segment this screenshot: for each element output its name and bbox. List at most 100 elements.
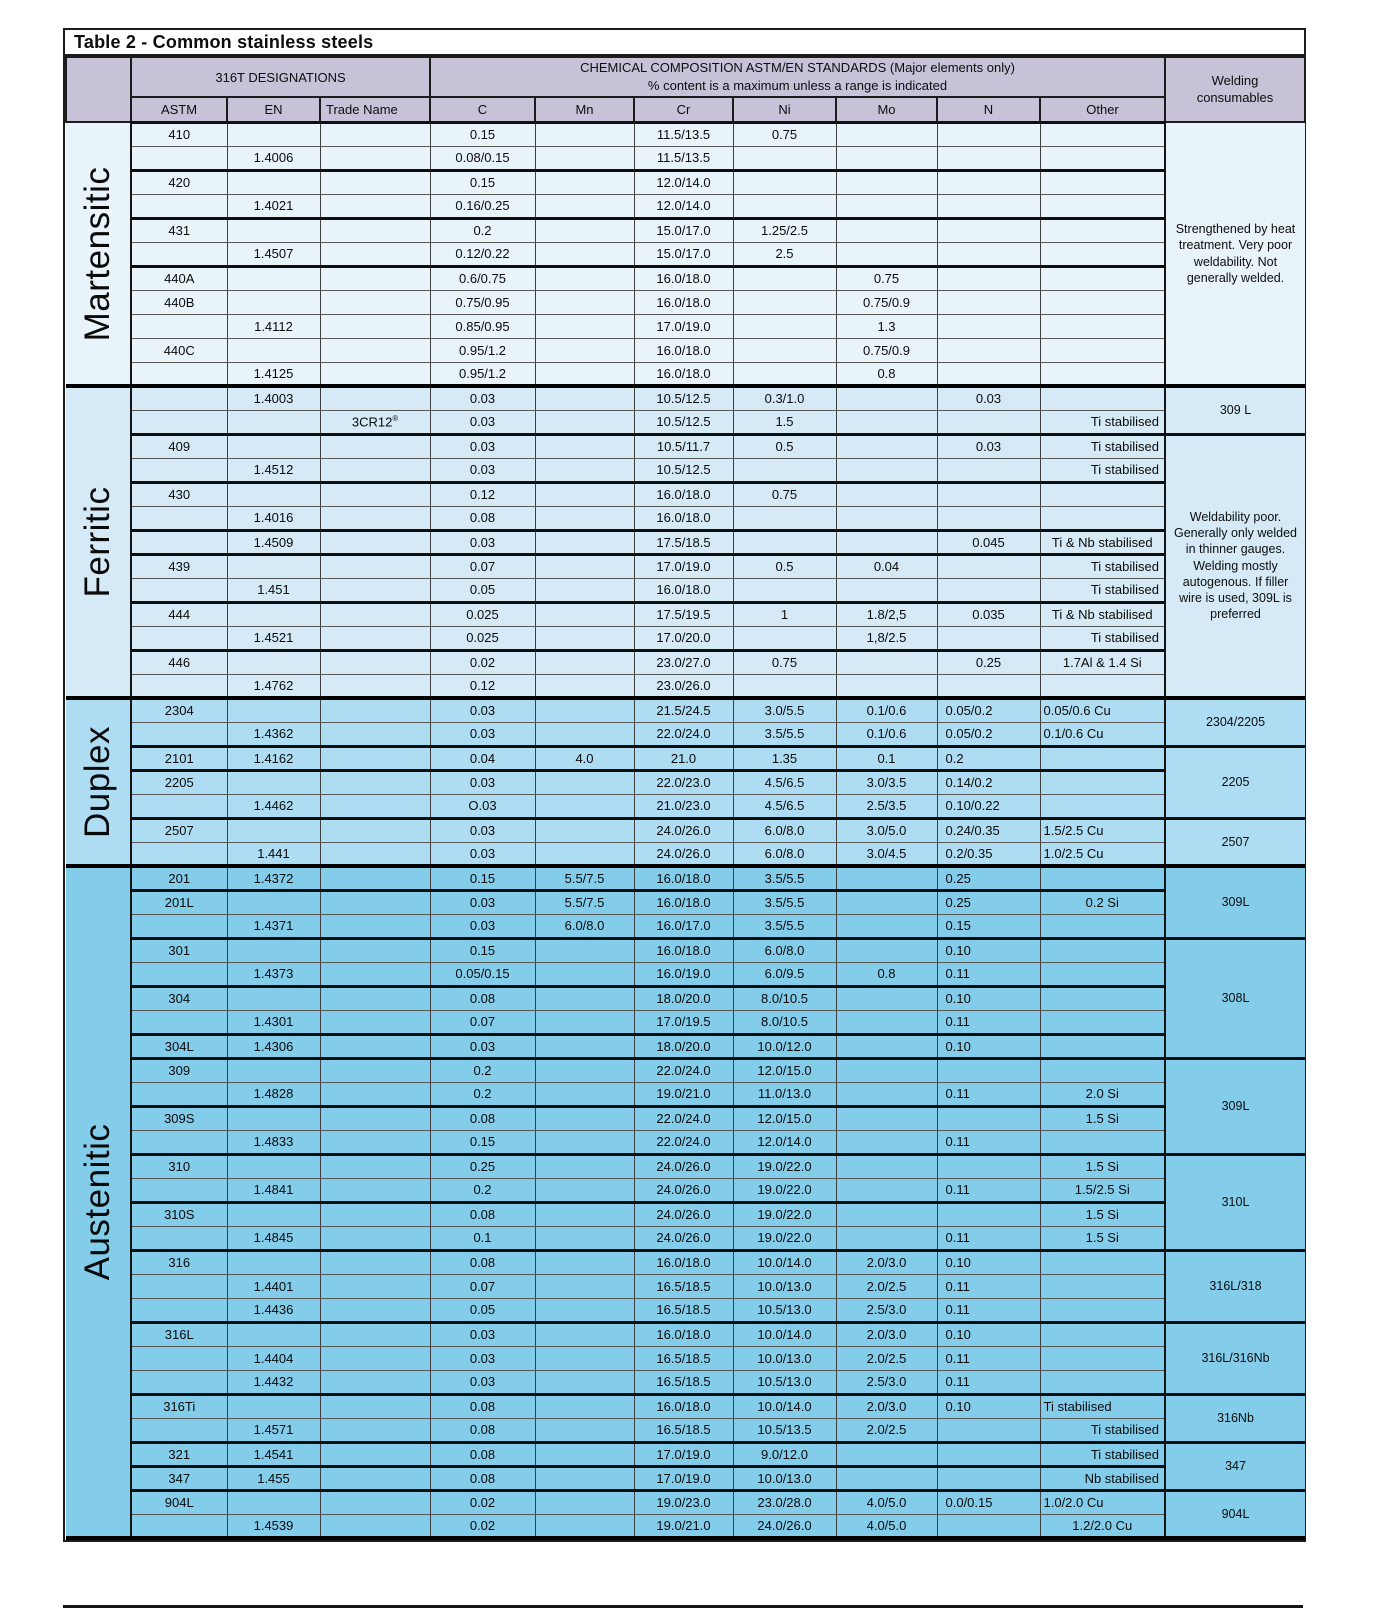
cell-mo	[835, 194, 937, 220]
cell-c: 0.12	[429, 482, 535, 507]
composition-header-line1: CHEMICAL COMPOSITION ASTM/EN STANDARDS (…	[580, 59, 1015, 75]
cell-mo	[835, 1010, 937, 1036]
cell-cr: 16.0/18.0	[633, 578, 733, 604]
cell-mn	[534, 1130, 634, 1156]
cell-mn	[534, 938, 634, 963]
cell-n	[936, 146, 1040, 172]
cell-n	[936, 1442, 1040, 1468]
cell-mo	[835, 938, 937, 963]
cell-en	[226, 482, 320, 507]
cell-other	[1039, 506, 1165, 532]
cell-ni: 1.25/2.5	[732, 218, 836, 243]
welding-consumable-cell: 309L	[1164, 1058, 1305, 1156]
cell-en: 1.4432	[226, 1370, 320, 1396]
cell-n: 0.0/0.15	[936, 1490, 1040, 1515]
cell-ni	[732, 626, 836, 652]
cell-mo	[835, 1466, 937, 1492]
cell-en: 1.4436	[226, 1298, 320, 1324]
cell-mn	[534, 386, 634, 411]
section-label-text: Austenitic	[78, 1123, 117, 1281]
table-row: 446 0.02 23.0/27.0 0.75 0.25 1.7Al & 1.4 Si	[66, 650, 1305, 675]
table-row: 1.4512 0.03 10.5/12.5 Ti stabilised	[66, 458, 1305, 484]
cell-astm	[130, 1130, 227, 1156]
cell-ni: 19.0/22.0	[732, 1154, 836, 1179]
cell-mn	[534, 1154, 634, 1179]
cell-astm	[130, 1514, 227, 1540]
cell-en: 1.4462	[226, 794, 320, 820]
cell-ni: 6.0/9.5	[732, 962, 836, 988]
cell-mn	[534, 1346, 634, 1371]
cell-other	[1039, 674, 1165, 700]
cell-mn	[534, 818, 634, 843]
cell-c: 0.07	[429, 1274, 535, 1299]
cell-mn	[534, 146, 634, 172]
welding-consumable-cell: 347	[1164, 1442, 1305, 1492]
cell-ni	[732, 194, 836, 220]
welding-consumable-cell: 309L	[1164, 866, 1305, 940]
cell-mn	[534, 1442, 634, 1468]
table-row: 1.4112 0.85/0.95 17.0/19.0 1.3	[66, 314, 1305, 339]
cell-mn: 4.0	[534, 746, 634, 772]
cell-en	[226, 554, 320, 579]
cell-cr: 19.0/21.0	[633, 1082, 733, 1108]
cell-c: 0.04	[429, 746, 535, 772]
cell-c: 0.07	[429, 554, 535, 579]
cell-mo: 2.0/3.0	[835, 1322, 937, 1347]
cell-c: 0.25	[429, 1154, 535, 1179]
cell-c: 0.08/0.15	[429, 146, 535, 172]
cell-en	[226, 818, 320, 843]
cell-astm: 440A	[130, 266, 227, 291]
cell-trade-name	[319, 938, 430, 963]
table-row: 440B 0.75/0.95 16.0/18.0 0.75/0.9	[66, 290, 1305, 315]
cell-astm: 321	[130, 1442, 227, 1468]
cell-en	[226, 770, 320, 795]
cell-other	[1039, 482, 1165, 507]
table-row: 3CR12® 0.03 10.5/12.5 1.5 Ti stabilised	[66, 410, 1305, 436]
table-row: 904L 0.02 19.0/23.0 23.0/28.0 4.0/5.0 0.0/0.1…	[66, 1490, 1305, 1540]
cell-cr: 16.0/18.0	[633, 1394, 733, 1419]
cell-mn	[534, 218, 634, 243]
cell-cr: 17.0/19.5	[633, 1010, 733, 1036]
table-row: 1.4436 0.05 16.5/18.5 10.5/13.0 2.5/3.0 0.11	[66, 1298, 1305, 1324]
cell-c: 0.15	[429, 1130, 535, 1156]
cell-other	[1039, 1346, 1165, 1371]
cell-n: 0.10	[936, 938, 1040, 963]
cell-n	[936, 626, 1040, 652]
cell-mo: 2.0/3.0	[835, 1394, 937, 1419]
section-label-text: Duplex	[78, 726, 117, 838]
cell-cr: 16.5/18.5	[633, 1370, 733, 1396]
cell-ni: 4.5/6.5	[732, 794, 836, 820]
cell-ni: 6.0/8.0	[732, 938, 836, 963]
cell-c: 0.03	[429, 770, 535, 795]
cell-mn	[534, 314, 634, 339]
cell-astm: 409	[130, 434, 227, 459]
section-label-text: Martensitic	[78, 166, 117, 341]
cell-cr: 22.0/24.0	[633, 1106, 733, 1131]
cell-trade-name	[319, 842, 430, 868]
cell-astm: 431	[130, 218, 227, 243]
cell-c: 0.03	[429, 698, 535, 723]
cell-c: 0.12/0.22	[429, 242, 535, 268]
cell-other	[1039, 770, 1165, 795]
table-title: Table 2 - Common stainless steels	[65, 30, 1304, 56]
cell-other: Ti stabilised	[1039, 554, 1165, 579]
cell-mo: 3.0/5.0	[835, 818, 937, 843]
cell-ni: 12.0/14.0	[732, 1130, 836, 1156]
cell-c: 0.03	[429, 410, 535, 436]
cell-en	[226, 650, 320, 675]
cell-astm: 904L	[130, 1490, 227, 1515]
cell-trade-name	[319, 1514, 430, 1540]
cell-ni: 10.0/14.0	[732, 1250, 836, 1275]
cell-trade-name	[319, 890, 430, 915]
column-header-trade-name: Trade Name	[319, 96, 431, 124]
column-header-ni: Ni	[732, 96, 837, 124]
cell-cr: 21.0	[633, 746, 733, 772]
cell-other	[1039, 290, 1165, 315]
cell-en	[226, 434, 320, 459]
cell-en: 1.4401	[226, 1274, 320, 1299]
cell-trade-name	[319, 1490, 430, 1515]
cell-n: 0.035	[936, 602, 1040, 627]
cell-en	[226, 290, 320, 315]
cell-mn	[534, 434, 634, 459]
cell-n	[936, 554, 1040, 579]
